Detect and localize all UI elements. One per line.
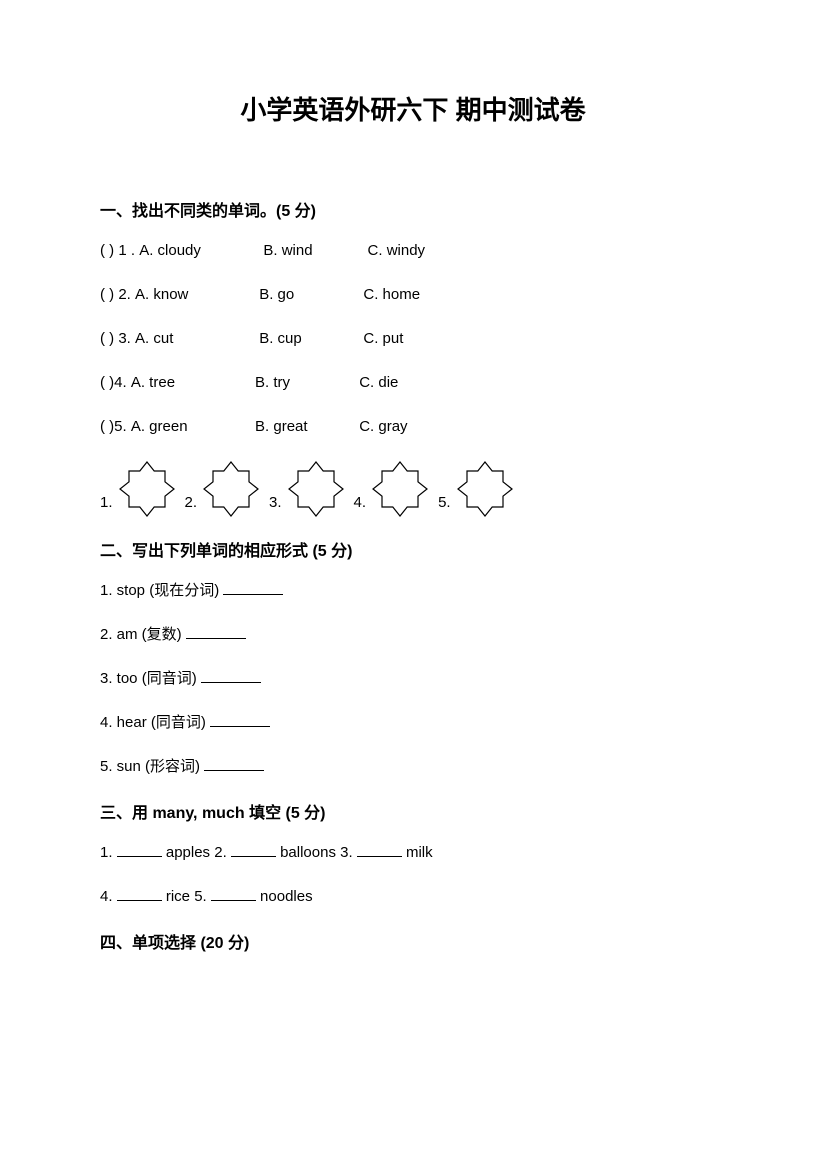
q1-1: ( ) 1 . A. cloudy B. wind C. windy bbox=[100, 239, 726, 263]
q1-1-c: C. windy bbox=[368, 239, 426, 263]
q3-2-blank[interactable] bbox=[231, 842, 276, 857]
q3-line2: 4. rice 5. noodles bbox=[100, 885, 726, 909]
q2-3-blank[interactable] bbox=[201, 668, 261, 683]
q3-3-suffix: milk bbox=[402, 844, 433, 861]
section4-header: 四、单项选择 (20 分) bbox=[100, 929, 726, 953]
star-num-3: 3. bbox=[269, 494, 282, 519]
star-item-2: 2. bbox=[185, 459, 262, 519]
q1-3-a: A. cut bbox=[135, 327, 255, 351]
q2-3-text: 3. too (同音词) bbox=[100, 670, 201, 687]
q2-2: 2. am (复数) bbox=[100, 623, 726, 647]
q2-5: 5. sun (形容词) bbox=[100, 755, 726, 779]
q3-3-prefix: balloons 3. bbox=[276, 844, 357, 861]
q1-5-num[interactable]: ( )5. bbox=[100, 418, 127, 435]
q1-2-num[interactable]: ( ) 2. bbox=[100, 286, 131, 303]
star-icon-5 bbox=[455, 459, 515, 519]
q1-1-a: A. cloudy bbox=[139, 239, 259, 263]
star-icon-4 bbox=[370, 459, 430, 519]
star-item-1: 1. bbox=[100, 459, 177, 519]
q3-1-blank[interactable] bbox=[117, 842, 162, 857]
q1-1-b: B. wind bbox=[263, 239, 363, 263]
q1-4-num[interactable]: ( )4. bbox=[100, 374, 127, 391]
q2-4-text: 4. hear (同音词) bbox=[100, 714, 210, 731]
q1-2-b: B. go bbox=[259, 283, 359, 307]
q1-4: ( )4. A. tree B. try C. die bbox=[100, 371, 726, 395]
q1-4-b: B. try bbox=[255, 371, 355, 395]
star-icon-3 bbox=[286, 459, 346, 519]
q2-1-text: 1. stop (现在分词) bbox=[100, 582, 223, 599]
q2-5-text: 5. sun (形容词) bbox=[100, 758, 204, 775]
section2-header: 二、写出下列单词的相应形式 (5 分) bbox=[100, 537, 726, 561]
q3-1-prefix: 1. bbox=[100, 844, 117, 861]
q1-2: ( ) 2. A. know B. go C. home bbox=[100, 283, 726, 307]
q1-4-c: C. die bbox=[359, 371, 398, 395]
star-num-2: 2. bbox=[185, 494, 198, 519]
q2-3: 3. too (同音词) bbox=[100, 667, 726, 691]
q3-2-prefix: apples 2. bbox=[162, 844, 231, 861]
q3-5-blank[interactable] bbox=[211, 886, 256, 901]
q1-3-num[interactable]: ( ) 3. bbox=[100, 330, 131, 347]
q3-line1: 1. apples 2. balloons 3. milk bbox=[100, 841, 726, 865]
q2-2-text: 2. am (复数) bbox=[100, 626, 186, 643]
page-title: 小学英语外研六下 期中测试卷 bbox=[100, 90, 726, 127]
q1-3-b: B. cup bbox=[259, 327, 359, 351]
q2-5-blank[interactable] bbox=[204, 756, 264, 771]
star-item-4: 4. bbox=[354, 459, 431, 519]
q2-4: 4. hear (同音词) bbox=[100, 711, 726, 735]
star-icon-2 bbox=[201, 459, 261, 519]
star-num-5: 5. bbox=[438, 494, 451, 519]
q3-5-suffix: noodles bbox=[256, 888, 313, 905]
star-num-1: 1. bbox=[100, 494, 113, 519]
star-num-4: 4. bbox=[354, 494, 367, 519]
q3-4-blank[interactable] bbox=[117, 886, 162, 901]
q1-2-c: C. home bbox=[363, 283, 420, 307]
q2-2-blank[interactable] bbox=[186, 624, 246, 639]
q1-3: ( ) 3. A. cut B. cup C. put bbox=[100, 327, 726, 351]
star-item-3: 3. bbox=[269, 459, 346, 519]
section3-header: 三、用 many, much 填空 (5 分) bbox=[100, 799, 726, 823]
q1-5-b: B. great bbox=[255, 415, 355, 439]
q2-4-blank[interactable] bbox=[210, 712, 270, 727]
stars-row: 1. 2. 3. 4. 5. bbox=[100, 459, 726, 519]
q2-1: 1. stop (现在分词) bbox=[100, 579, 726, 603]
q3-5-prefix: rice 5. bbox=[162, 888, 211, 905]
q1-2-a: A. know bbox=[135, 283, 255, 307]
q2-1-blank[interactable] bbox=[223, 580, 283, 595]
star-icon-1 bbox=[117, 459, 177, 519]
q1-5-c: C. gray bbox=[359, 415, 407, 439]
section1-header: 一、找出不同类的单词。(5 分) bbox=[100, 197, 726, 221]
q1-3-c: C. put bbox=[363, 327, 403, 351]
q1-5-a: A. green bbox=[131, 415, 251, 439]
q1-4-a: A. tree bbox=[131, 371, 251, 395]
q1-1-num[interactable]: ( ) 1 . bbox=[100, 242, 135, 259]
q1-5: ( )5. A. green B. great C. gray bbox=[100, 415, 726, 439]
q3-4-prefix: 4. bbox=[100, 888, 117, 905]
q3-3-blank[interactable] bbox=[357, 842, 402, 857]
star-item-5: 5. bbox=[438, 459, 515, 519]
